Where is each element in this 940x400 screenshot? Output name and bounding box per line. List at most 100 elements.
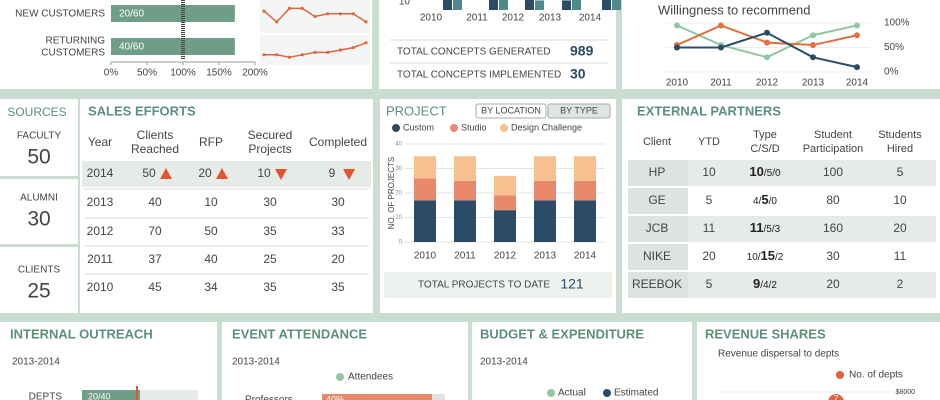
y-tick-label: 20 xyxy=(395,191,402,197)
cell: 45 xyxy=(148,280,162,294)
x-tick-label: 100% xyxy=(170,68,196,79)
client-cell xyxy=(628,244,688,270)
bar xyxy=(82,390,140,400)
x-tick-label: 2011 xyxy=(454,251,476,262)
type-part: 4/ xyxy=(753,196,762,207)
y-tick-label: 0 xyxy=(399,240,403,246)
type-part: 9 xyxy=(753,276,760,291)
panel xyxy=(697,322,940,400)
cell: 40 xyxy=(148,195,162,209)
legend-label: Studio xyxy=(461,122,487,132)
x-tick-label: 2012 xyxy=(756,78,779,89)
row-label: RETURNING xyxy=(46,36,106,47)
tab[interactable] xyxy=(475,103,547,119)
cell: 37 xyxy=(148,252,162,266)
y-tick-label: 0% xyxy=(884,67,899,78)
type-cell: 11/5/3 xyxy=(750,220,781,235)
label: Revenue dispersal to depts xyxy=(718,349,839,360)
panel xyxy=(0,322,217,400)
type-part: 5 xyxy=(761,192,768,207)
label: Professors xyxy=(245,395,293,400)
cell: 30 xyxy=(331,195,345,209)
point xyxy=(810,54,816,61)
legend-label: Custom xyxy=(403,122,434,132)
column-header: Type xyxy=(753,129,777,141)
legend-marker xyxy=(450,124,458,132)
cell: 33 xyxy=(331,224,345,238)
column-header: Hired xyxy=(887,143,913,155)
sparkline-point xyxy=(300,6,304,10)
column-header: Participation xyxy=(803,143,864,155)
type-part: /2 xyxy=(775,252,784,263)
cell: 10 xyxy=(257,166,271,180)
sparkline-bg xyxy=(260,35,370,65)
legend-marker xyxy=(836,371,844,379)
total-value: 989 xyxy=(570,43,594,59)
column-header: Clients xyxy=(137,128,174,142)
y-tick-label: 10 xyxy=(395,215,402,221)
tab-label[interactable]: BY LOCATION xyxy=(481,105,541,115)
panel xyxy=(222,322,468,400)
legend-marker xyxy=(336,373,344,381)
total-row xyxy=(384,272,612,298)
separator xyxy=(0,244,78,247)
total-value: 30 xyxy=(570,66,586,82)
cell: 5 xyxy=(706,277,713,291)
x-tick-label: 150% xyxy=(206,68,232,79)
cell: 11 xyxy=(894,249,907,263)
column-header: Client xyxy=(643,136,671,148)
cell: 10 xyxy=(893,193,907,207)
cell: 2010 xyxy=(87,280,114,294)
tab-label[interactable]: BY TYPE xyxy=(560,105,598,115)
bar xyxy=(612,0,621,10)
y-axis-label: NO. OF PROJECTS xyxy=(387,157,396,229)
sparkline-point xyxy=(326,12,330,16)
cell: 20 xyxy=(331,252,345,266)
panel-title: INTERNAL OUTREACH xyxy=(10,326,153,341)
x-tick-label: 2012 xyxy=(494,251,517,262)
bar xyxy=(525,0,534,10)
cell: 11 xyxy=(703,221,716,235)
point xyxy=(828,394,844,400)
sparkline-point xyxy=(313,50,317,55)
cell: 20 xyxy=(893,221,907,235)
x-tick-label: 2014 xyxy=(579,13,602,24)
label: ALUMNI xyxy=(20,193,58,204)
sparkline-point xyxy=(262,53,266,57)
bar-segment xyxy=(494,210,516,242)
x-tick-label: 2014 xyxy=(574,251,597,262)
cell: GE xyxy=(648,193,665,207)
cell: REEBOK xyxy=(632,277,682,291)
bar-segment xyxy=(534,180,556,201)
x-tick-label: 200% xyxy=(242,68,268,79)
column-header: YTD xyxy=(698,136,720,148)
bar-segment xyxy=(414,200,436,242)
sparkline-point xyxy=(364,20,368,24)
client-cell xyxy=(628,216,688,242)
cell: 30 xyxy=(263,195,277,209)
x-tick-label: 2013 xyxy=(802,78,825,89)
sparkline-point xyxy=(300,53,304,57)
sparkline-point xyxy=(364,41,368,45)
point-label: 7 xyxy=(833,393,838,400)
panel-title: BUDGET & EXPENDITURE xyxy=(480,326,644,341)
bar xyxy=(453,0,462,10)
panel-title: SALES EFFORTS xyxy=(88,103,196,118)
tab[interactable] xyxy=(547,103,611,119)
point xyxy=(718,44,724,51)
legend-marker xyxy=(547,389,555,397)
sparkline-point xyxy=(326,50,330,55)
cell: 160 xyxy=(823,221,843,235)
cell: 20 xyxy=(826,277,840,291)
bar-label: 40% xyxy=(326,394,344,400)
sparkline-point xyxy=(338,48,343,52)
panel xyxy=(80,99,373,313)
cell: 80 xyxy=(826,193,840,207)
y-tick-label: 100% xyxy=(884,18,910,29)
sparkline-point xyxy=(287,6,292,10)
cell: 20 xyxy=(198,166,212,180)
label: TOTAL PROJECTS TO DATE xyxy=(418,280,550,291)
point xyxy=(764,29,770,36)
legend-label: Estimated xyxy=(614,388,658,399)
cell: HP xyxy=(649,165,666,179)
